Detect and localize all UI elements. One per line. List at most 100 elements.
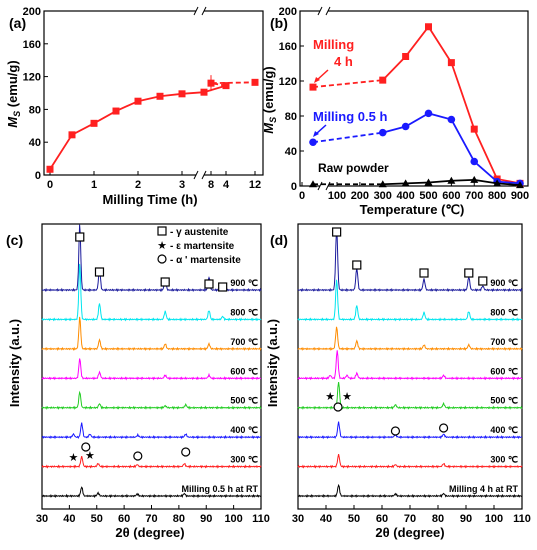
panel-b-xtick-label: 300 [374, 190, 392, 202]
austenite-marker [464, 268, 474, 278]
panel-b-xtick-label: 900 [511, 190, 529, 202]
panel-b-point [425, 23, 432, 31]
panel-b-xtick-label: 0 [299, 190, 305, 202]
alpha-martensite-marker [390, 426, 401, 436]
panel-b-point [378, 128, 387, 137]
panel-d-label: (d) [270, 232, 288, 248]
panel-c-trace [41, 316, 262, 351]
panel-d-trace-label: 800 ℃ [490, 307, 518, 317]
panel-b-point [309, 138, 317, 147]
panel-b-arrowhead-4h [314, 77, 320, 83]
panel-a-point [90, 119, 98, 127]
axis-break-mark [193, 6, 207, 16]
panel-d-xlabel: 2θ (degree) [375, 525, 444, 540]
panel-d-xtick-label: 110 [513, 513, 531, 525]
panel-a-point [68, 131, 76, 139]
panel-a-xtick-label: 0 [47, 179, 53, 191]
panel-d-xtick-label: 80 [432, 513, 444, 525]
legend-epsilon-marker: ★ [157, 240, 167, 252]
panel-d-xtick-label: 60 [376, 513, 388, 525]
panel-a-xtick-label: 4 [223, 179, 230, 191]
axis-break-mark [317, 6, 331, 16]
panel-b-ytick-label: 40 [285, 146, 297, 158]
panel-d-trace-label: 700 ℃ [490, 337, 518, 347]
panel-b-point [470, 125, 478, 133]
panel-a-point [251, 78, 259, 86]
panel-d-xtick-label: 40 [320, 513, 332, 525]
epsilon-martensite-marker: ★ [69, 452, 79, 464]
panel-b-ytick-label: 200 [279, 6, 297, 18]
panel-b-xtick-label: 400 [396, 190, 414, 202]
panel-a-xtick-label: 1 [91, 179, 97, 191]
panel-b-label-4h-b: 4 h [334, 54, 353, 69]
panel-b-point [470, 157, 479, 166]
panel-b-xtick-label: 800 [488, 190, 506, 202]
panel-c-trace [41, 358, 262, 381]
panel-b-arrowhead-05h [313, 131, 319, 137]
panel-c-ylabel: Intensity (a.u.) [7, 319, 22, 407]
panel-b-point [401, 122, 410, 131]
panel-b-xtick-label: 600 [442, 190, 460, 202]
panel-b-label-raw: Raw powder [318, 161, 389, 175]
panel-a-ytick-label: 160 [23, 39, 41, 51]
panel-b-ylabel: MS (emu/g) [261, 66, 278, 133]
panel-c-xtick-label: 80 [173, 513, 185, 525]
panel-a-point [178, 90, 186, 98]
axis-break-mark [193, 170, 207, 180]
austenite-marker [332, 227, 342, 237]
alpha-martensite-marker [439, 423, 449, 433]
panel-a-point [134, 97, 142, 105]
panel-a-point [200, 88, 208, 96]
legend-epsilon-label: - ε martensite [170, 241, 235, 252]
austenite-marker [204, 279, 214, 289]
panel-b-series-line-dashed [312, 79, 383, 89]
panel-d-trace-label: 400 ℃ [490, 425, 518, 435]
panel-c-trace-label: 300 ℃ [230, 455, 258, 465]
panel-d-trace [297, 279, 523, 322]
panel-b-xtick-label: 200 [351, 190, 369, 202]
panel-d-xtick-label: 50 [348, 513, 360, 525]
panel-b-point [402, 53, 410, 60]
panel-d-trace-label: Milling 4 h at RT [449, 484, 519, 494]
panel-a-point [222, 82, 230, 90]
panel-b-series-line-dashed [312, 131, 383, 144]
panel-a-point [207, 79, 215, 87]
panel-a-point [156, 92, 164, 100]
panel-d-trace [297, 453, 523, 469]
panel-c-trace [41, 263, 262, 322]
panel-b-point [401, 179, 410, 187]
panel-b-label-05h: Milling 0.5 h [313, 109, 387, 124]
panel-a-xtick-label: 8 [208, 179, 214, 191]
panel-b-ytick-label: 120 [279, 76, 297, 88]
panel-a-xtick-label: 2 [135, 179, 141, 191]
epsilon-martensite-marker: ★ [325, 391, 335, 403]
panel-c-xlabel: 2θ (degree) [115, 525, 184, 540]
panel-c-trace-label: 500 ℃ [230, 396, 258, 406]
panel-c-xtick-label: 60 [118, 513, 130, 525]
panel-c-xtick-label: 50 [91, 513, 103, 525]
panel-b-ytick-label: 80 [285, 111, 297, 123]
epsilon-martensite-marker: ★ [342, 391, 352, 403]
panel-b-point [516, 181, 524, 189]
panel-d-xtick-label: 90 [460, 513, 472, 525]
panel-b-arrow-4h [316, 69, 329, 81]
austenite-marker [478, 276, 488, 286]
panel-c-trace-label: 600 ℃ [230, 366, 258, 376]
panel-c-xtick-label: 100 [224, 513, 242, 525]
panel-a-ytick-label: 120 [23, 72, 41, 84]
legend-austenite-marker [157, 226, 167, 236]
panel-b-point [378, 180, 387, 188]
panel-a-ytick-label: 40 [29, 137, 41, 149]
panel-c-trace-label: 400 ℃ [230, 425, 258, 435]
austenite-marker [160, 277, 170, 287]
alpha-martensite-marker [333, 402, 343, 412]
panel-c-xtick-label: 110 [252, 513, 270, 525]
panel-b-xlabel: Temperature (℃) [360, 202, 465, 217]
panel-c-trace [41, 390, 262, 410]
alpha-martensite-marker [81, 442, 91, 452]
panel-a-ytick-label: 80 [29, 104, 41, 116]
panel-b-point [447, 59, 455, 67]
panel-a-xlabel: Milling Time (h) [102, 192, 197, 207]
panel-d-xtick-label: 100 [485, 513, 503, 525]
panel-d-trace-label: 900 ℃ [490, 278, 518, 288]
